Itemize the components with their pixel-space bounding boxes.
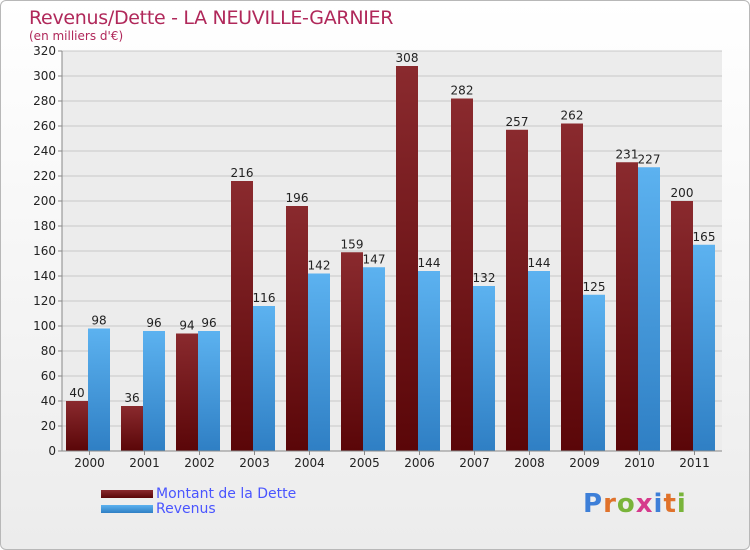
bars [66,66,715,451]
x-tick-label: 2002 [184,456,215,470]
y-tick-label: 140 [33,269,56,283]
bar-revenus [693,244,715,451]
data-label: 262 [561,109,584,123]
bar-dette [341,252,363,451]
axes: 0 20 40 60 80 100 120 140 160 180 200 220 240 260 280 3… [33,44,722,470]
data-label: 216 [231,166,254,180]
bar-dette [451,98,473,451]
bar-dette [396,66,418,451]
grid-lines [62,50,722,452]
logo-letter: x [635,489,654,519]
y-tick-label: 300 [33,69,56,83]
bar-revenus [638,167,660,451]
data-label: 196 [286,191,309,205]
logo-letter: i [676,489,687,519]
bar-revenus [88,328,110,451]
bar-dette [616,162,638,451]
bar-revenus [363,267,385,451]
data-label: 36 [124,391,139,405]
x-tick-label: 2009 [569,456,600,470]
logo-letter: P [583,489,604,519]
bar-dette [176,333,198,451]
bar-dette [231,181,253,451]
proxiti-logo: Proxiti [583,489,687,519]
data-label: 165 [693,230,716,244]
y-tick-label: 280 [33,94,56,108]
x-tick-label: 2008 [514,456,545,470]
legend-swatch-dette [101,490,153,498]
data-label: 40 [69,386,84,400]
data-label: 96 [146,316,161,330]
bar-dette [506,129,528,451]
y-tick-label: 40 [41,394,56,408]
data-label: 94 [179,319,194,333]
y-tick-label: 180 [33,219,56,233]
bar-revenus [253,306,275,451]
bar-dette [66,401,88,451]
logo-letter: r [603,489,617,519]
bar-revenus [143,331,165,451]
y-tick-label: 160 [33,244,56,258]
y-tick-label: 320 [33,44,56,58]
y-tick-label: 120 [33,294,56,308]
data-label: 231 [616,147,639,161]
data-label: 159 [341,237,364,251]
legend-swatch-revenus [101,505,153,513]
legend-label-dette: Montant de la Dette [156,486,297,502]
y-tick-label: 200 [33,194,56,208]
data-label: 116 [253,291,276,305]
data-label: 200 [671,186,694,200]
data-label: 227 [638,152,661,166]
logo-letter: t [663,489,677,519]
x-tick-label: 2007 [459,456,490,470]
data-label: 96 [201,316,216,330]
data-label: 142 [308,259,331,273]
y-tick-label: 60 [41,369,56,383]
logo-letter: o [616,489,636,519]
x-tick-label: 2003 [239,456,270,470]
bar-dette [561,123,583,451]
y-tick-label: 260 [33,119,56,133]
bar-revenus [473,286,495,451]
data-label: 125 [583,280,606,294]
x-tick-label: 2004 [294,456,325,470]
bar-revenus [583,294,605,451]
data-label: 98 [91,314,106,328]
x-tick-label: 2011 [679,456,710,470]
bar-revenus [308,273,330,451]
logo-letter: i [653,489,664,519]
chart-subtitle: (en milliers d'€) [29,29,124,43]
y-tick-label: 80 [41,344,56,358]
y-tick-label: 240 [33,144,56,158]
data-label: 144 [528,256,551,270]
y-tick-label: 100 [33,319,56,333]
data-label: 257 [506,115,529,129]
y-tick-label: 20 [41,419,56,433]
data-label: 144 [418,256,441,270]
data-label: 282 [451,84,474,98]
bar-dette [121,406,143,451]
x-tick-label: 2010 [624,456,655,470]
x-tick-label: 2006 [404,456,435,470]
bar-dette [671,201,693,451]
bar-revenus [418,271,440,451]
y-tick-label: 220 [33,169,56,183]
chart-title: Revenus/Dette - LA NEUVILLE-GARNIER [29,7,394,29]
bar-revenus [528,271,550,451]
legend-label-revenus: Revenus [156,501,216,517]
data-label: 147 [363,252,386,266]
x-tick-label: 2005 [349,456,380,470]
y-tick-label: 0 [48,444,56,458]
data-label: 308 [396,51,419,65]
bar-dette [286,206,308,451]
x-tick-label: 2000 [74,456,105,470]
data-label: 132 [473,271,496,285]
x-tick-label: 2001 [129,456,160,470]
bar-revenus [198,331,220,451]
